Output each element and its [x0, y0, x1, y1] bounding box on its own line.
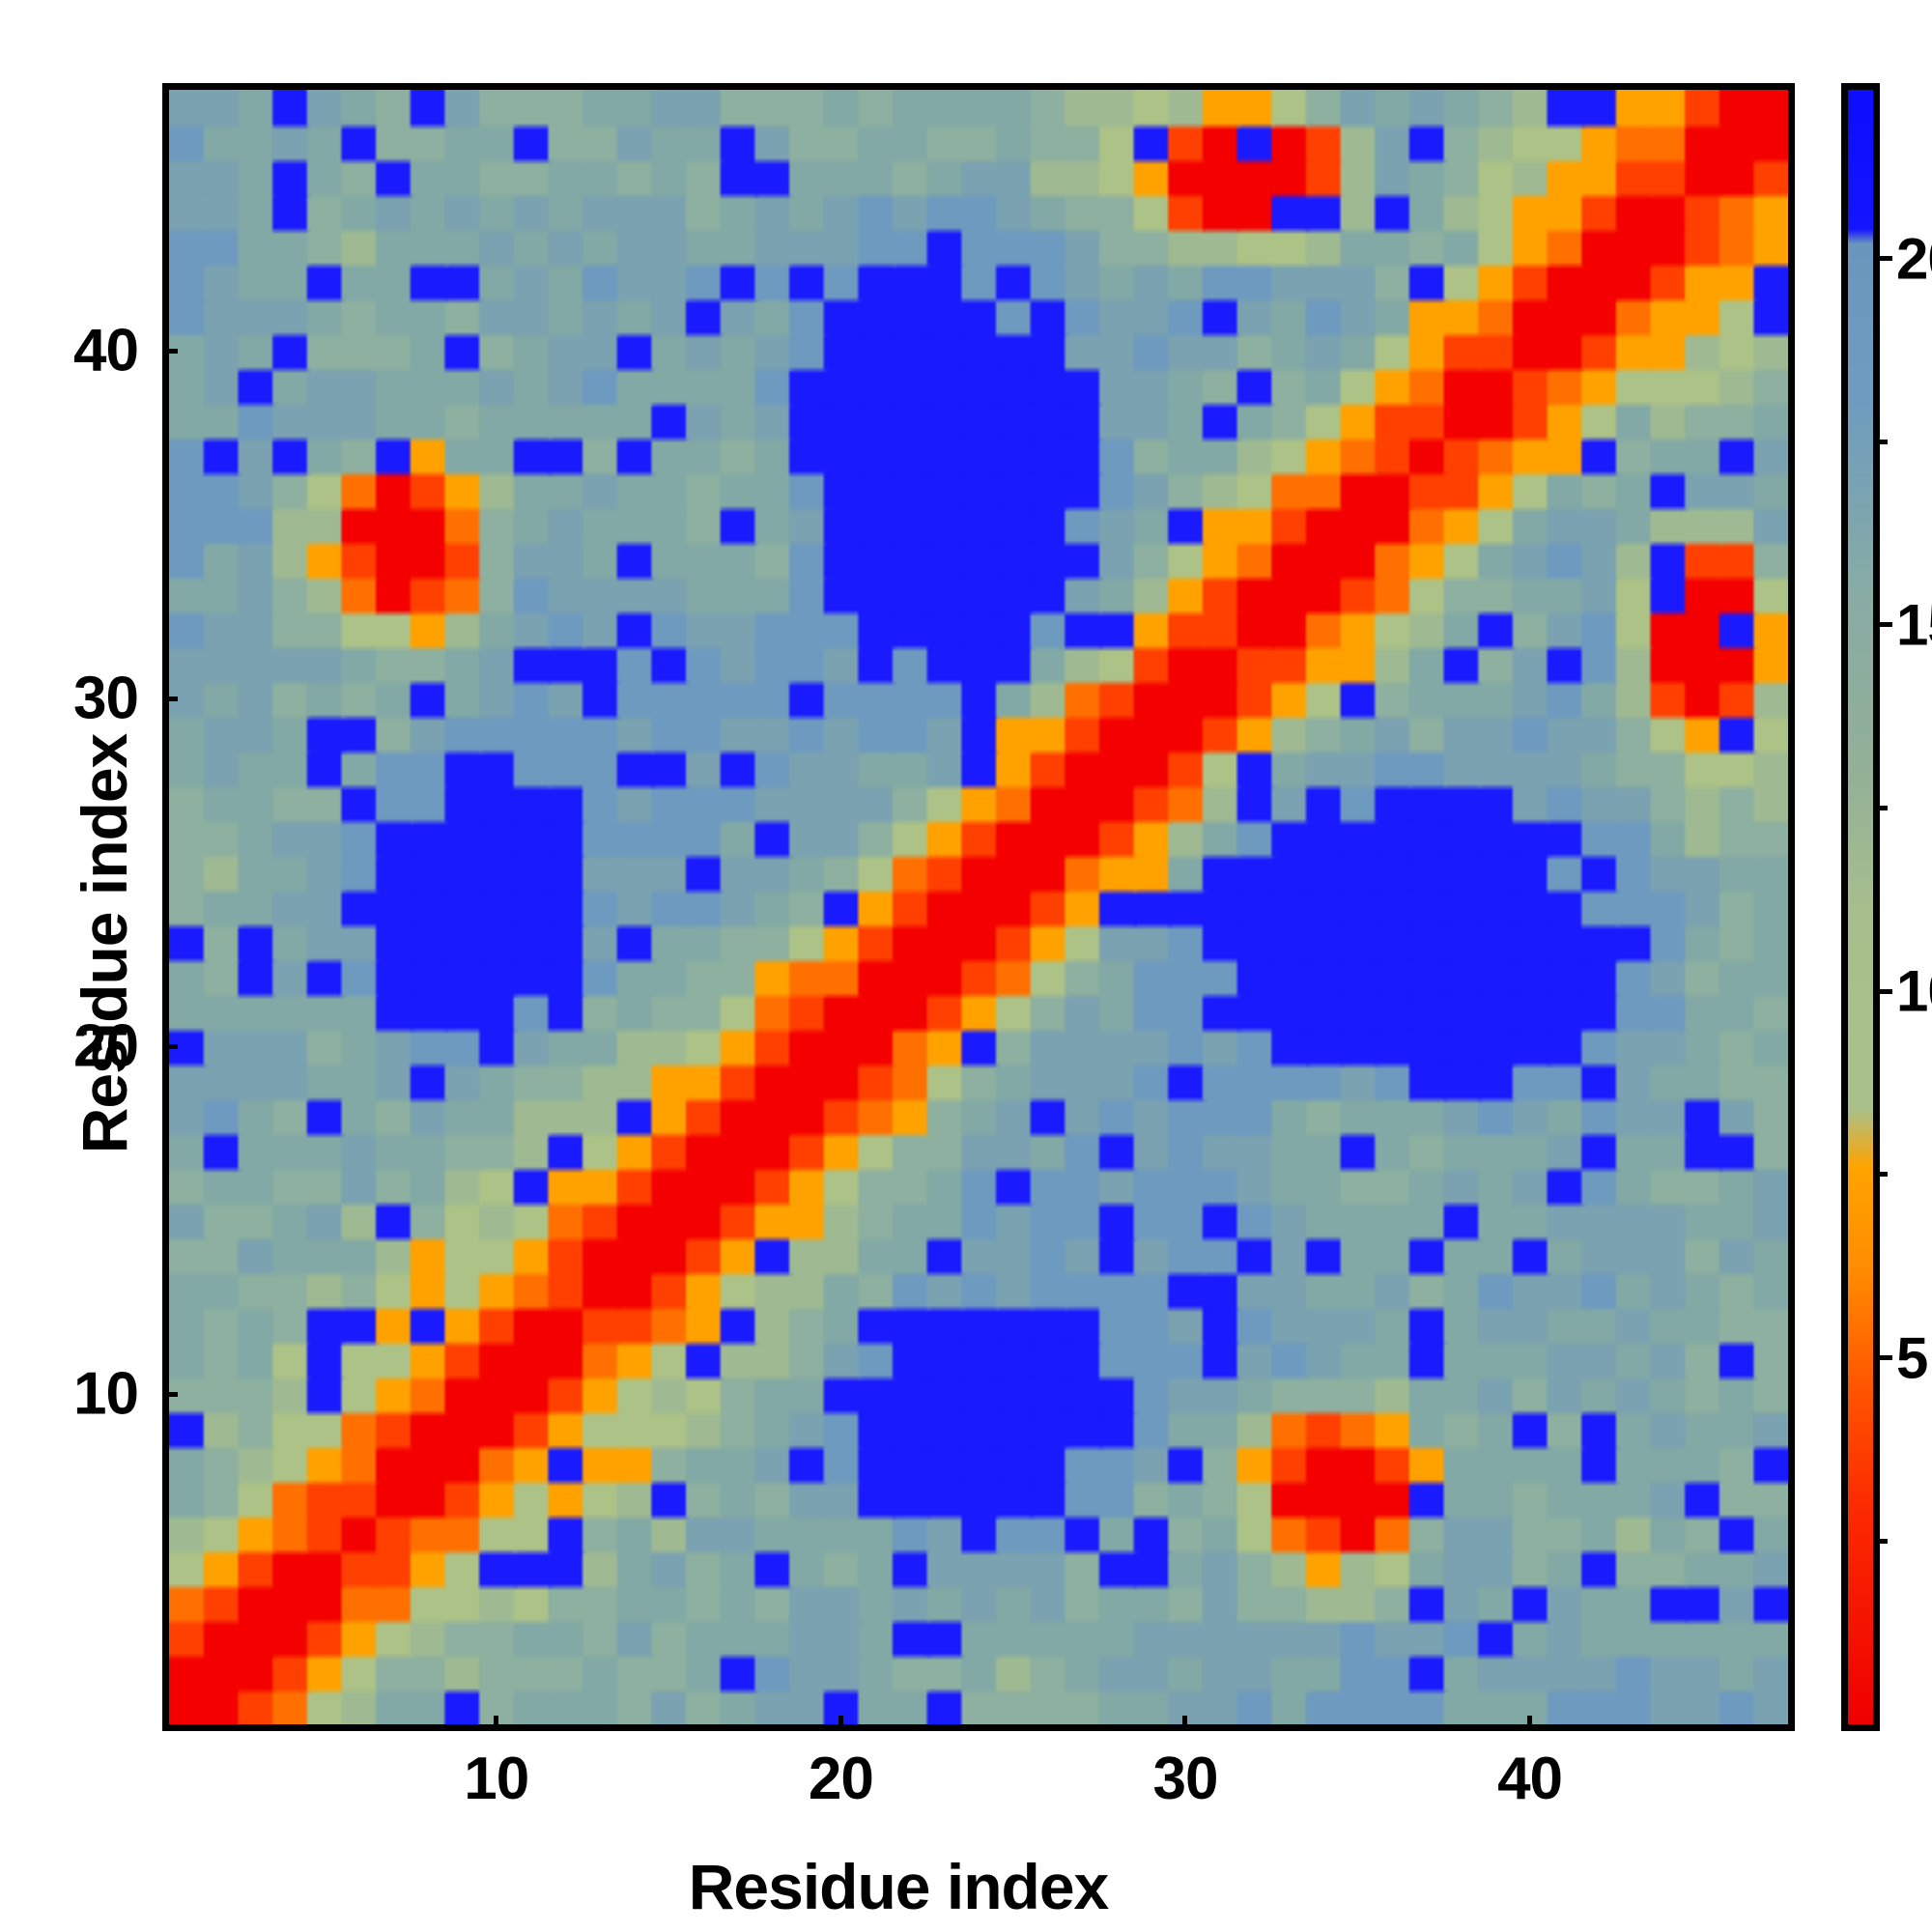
- colorbar-minor-tick: [1878, 439, 1888, 444]
- y-tick-label-10: 10: [73, 1360, 139, 1428]
- colorbar-label-15: 15: [1896, 592, 1932, 658]
- colorbar-tick-10: [1878, 988, 1892, 994]
- colorbar-tick-5: [1878, 1355, 1892, 1361]
- colorbar-label-5: 5: [1896, 1325, 1928, 1391]
- colorbar[interactable]: [1841, 83, 1880, 1731]
- y-tick-label-40: 40: [73, 317, 139, 384]
- colorbar-gradient: [1848, 90, 1873, 1724]
- y-axis-title: Residue index: [69, 733, 140, 1154]
- x-tick-40: [1527, 1716, 1533, 1731]
- colorbar-minor-tick: [1878, 806, 1888, 811]
- x-axis-title: Residue index: [0, 1850, 1932, 1923]
- y-tick-40: [162, 348, 178, 354]
- y-tick-label-20: 20: [73, 1012, 139, 1080]
- y-tick-label-30: 30: [73, 665, 139, 732]
- x-tick-30: [1182, 1716, 1188, 1731]
- x-axis-title-text: Residue index: [688, 1851, 1109, 1922]
- colorbar-label-10: 10: [1896, 958, 1932, 1024]
- x-tick-10: [494, 1716, 499, 1731]
- colorbar-tick-15: [1878, 622, 1892, 628]
- colorbar-label-20: 20: [1896, 226, 1932, 291]
- y-tick-10: [162, 1391, 178, 1397]
- heatmap-canvas[interactable]: [169, 90, 1788, 1724]
- x-tick-20: [838, 1716, 843, 1731]
- y-tick-30: [162, 696, 178, 701]
- colorbar-minor-tick: [1878, 1172, 1888, 1178]
- x-tick-label-20: 20: [808, 1746, 874, 1812]
- x-tick-label-10: 10: [464, 1746, 529, 1812]
- colorbar-tick-20: [1878, 256, 1892, 261]
- x-tick-label-40: 40: [1497, 1746, 1563, 1812]
- y-tick-20: [162, 1043, 178, 1049]
- colorbar-minor-tick: [1878, 1538, 1888, 1544]
- heatmap-plot-area[interactable]: [162, 83, 1795, 1731]
- x-tick-label-30: 30: [1152, 1746, 1218, 1812]
